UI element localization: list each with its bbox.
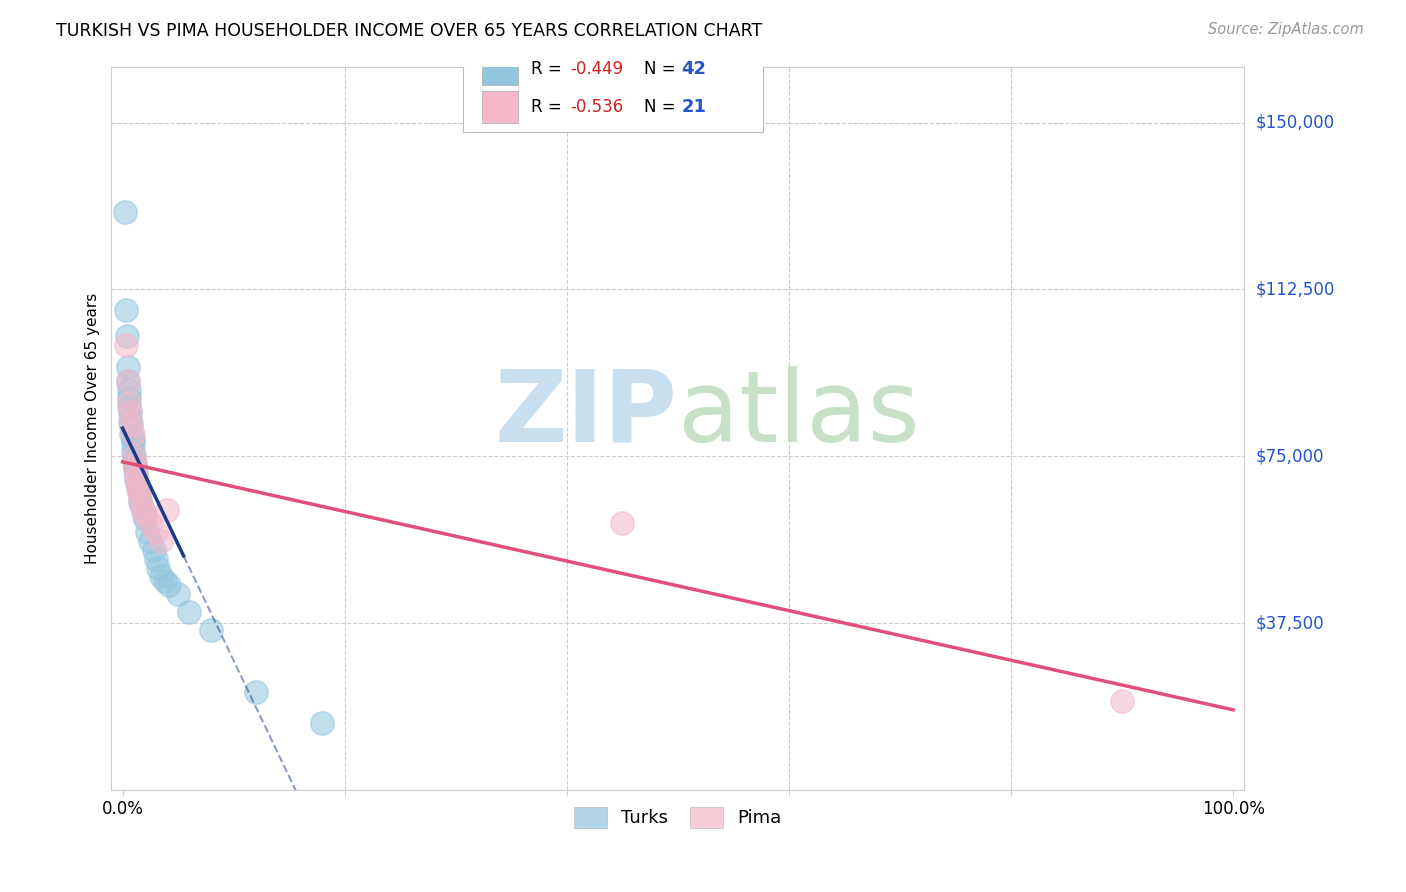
Point [114, 204, 136, 219]
Legend: Turks, Pima: Turks, Pima [567, 800, 789, 835]
Point [120, 418, 142, 433]
Point [115, 329, 138, 343]
Bar [482, 53, 517, 85]
Y-axis label: Householder Income Over 65 years: Householder Income Over 65 years [86, 293, 100, 564]
Text: $112,500: $112,500 [1256, 280, 1334, 299]
Point [120, 405, 142, 419]
Point [146, 560, 169, 574]
Point [142, 542, 165, 557]
Point [115, 302, 138, 317]
Point [120, 405, 142, 419]
Point [156, 502, 179, 516]
Point [120, 427, 142, 442]
Point [139, 533, 162, 548]
Text: TURKISH VS PIMA HOUSEHOLDER INCOME OVER 65 YEARS CORRELATION CHART: TURKISH VS PIMA HOUSEHOLDER INCOME OVER … [56, 22, 762, 40]
Point [118, 401, 141, 415]
Bar [482, 91, 517, 123]
Point [153, 574, 176, 588]
Point [311, 716, 333, 731]
Point [122, 450, 145, 464]
Point [129, 493, 152, 508]
Point [120, 414, 142, 428]
Text: R =: R = [530, 98, 567, 116]
Point [121, 445, 143, 459]
Point [167, 587, 190, 601]
Text: $37,500: $37,500 [1256, 614, 1324, 632]
Text: R =: R = [530, 60, 567, 78]
Point [128, 484, 150, 499]
Point [117, 360, 139, 375]
Point [115, 338, 138, 352]
Point [145, 551, 167, 566]
Text: $150,000: $150,000 [1256, 113, 1334, 132]
Text: $75,000: $75,000 [1256, 447, 1324, 466]
Text: atlas: atlas [678, 366, 920, 463]
Point [121, 432, 143, 446]
Point [1111, 694, 1133, 708]
Point [125, 471, 148, 485]
Point [131, 502, 153, 516]
Point [121, 436, 143, 450]
Point [124, 463, 146, 477]
Point [122, 454, 145, 468]
Point [131, 502, 153, 516]
Point [127, 480, 149, 494]
Point [118, 392, 141, 406]
Point [127, 480, 149, 494]
Point [245, 685, 267, 699]
Point [122, 450, 145, 464]
Point [118, 396, 141, 410]
Point [117, 374, 139, 388]
Point [129, 493, 152, 508]
Point [118, 383, 141, 397]
Point [125, 467, 148, 481]
Text: Source: ZipAtlas.com: Source: ZipAtlas.com [1208, 22, 1364, 37]
Point [125, 471, 148, 485]
Point [125, 467, 148, 481]
Point [139, 516, 162, 530]
Point [117, 374, 139, 388]
Point [134, 507, 156, 521]
Point [200, 623, 222, 637]
Point [128, 484, 150, 499]
Point [145, 524, 167, 539]
Point [124, 458, 146, 473]
Point [136, 524, 159, 539]
Text: -0.449: -0.449 [571, 60, 623, 78]
Point [150, 533, 173, 548]
Point [124, 458, 146, 473]
Point [179, 605, 201, 619]
Text: 21: 21 [682, 98, 706, 116]
Point [131, 498, 153, 512]
Point [120, 418, 142, 433]
Point [157, 578, 180, 592]
Point [612, 516, 634, 530]
Point [134, 511, 156, 525]
Text: -0.536: -0.536 [571, 98, 623, 116]
Text: 42: 42 [682, 60, 706, 78]
Text: N =: N = [644, 60, 681, 78]
Text: N =: N = [644, 98, 681, 116]
Point [132, 507, 155, 521]
Point [150, 569, 173, 583]
FancyBboxPatch shape [463, 42, 763, 132]
Point [125, 475, 148, 490]
Text: ZIP: ZIP [495, 366, 678, 463]
Point [121, 427, 143, 442]
